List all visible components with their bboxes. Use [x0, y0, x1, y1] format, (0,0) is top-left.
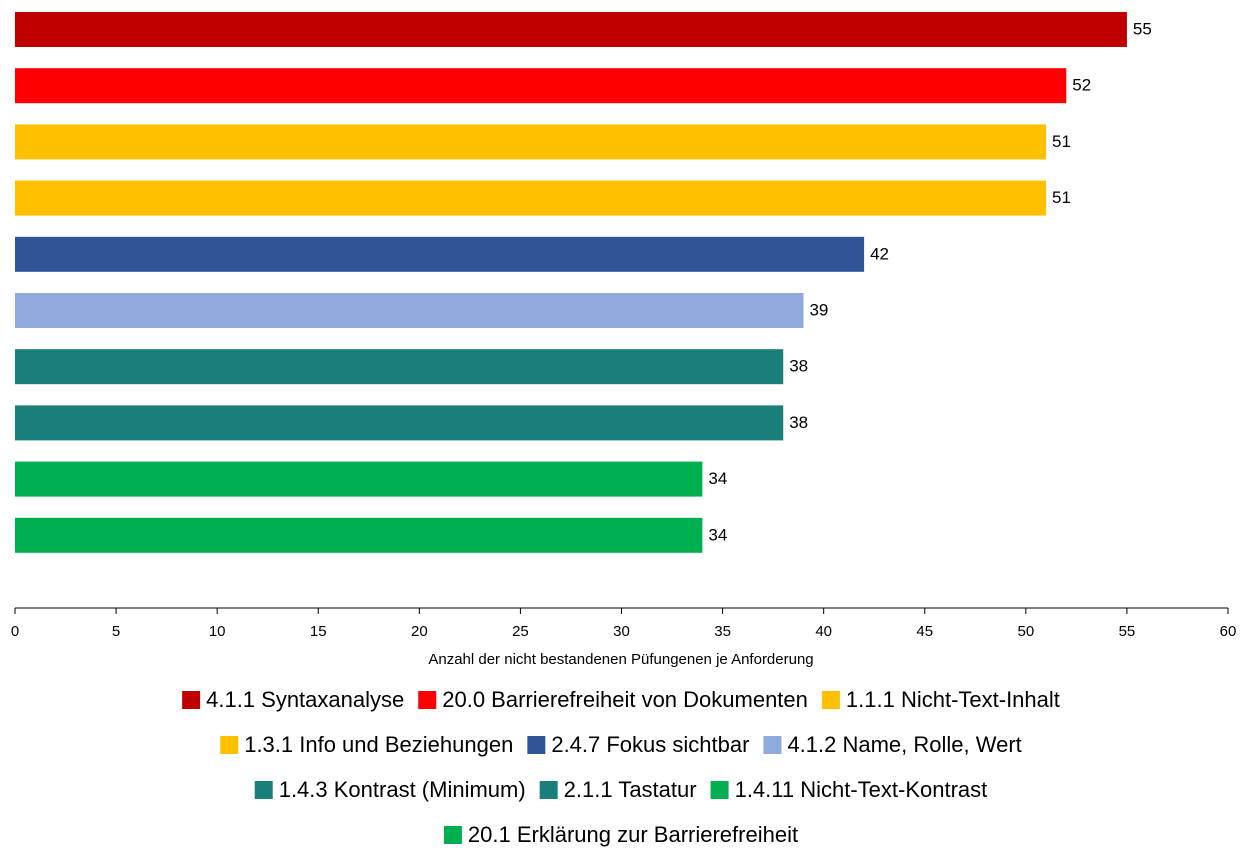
value-label: 51 [1052, 132, 1071, 151]
bar [15, 461, 703, 497]
legend-swatch [418, 691, 437, 709]
x-tick-label: 60 [1220, 623, 1237, 640]
legend-label: 4.1.1 Syntaxanalyse [206, 687, 404, 712]
legend-swatch [527, 736, 546, 754]
x-axis-label: Anzahl der nicht bestandenen Püfungenen … [428, 651, 813, 668]
bar [15, 293, 804, 328]
bar [15, 236, 865, 272]
value-label: 55 [1133, 19, 1152, 38]
bar [15, 405, 784, 441]
legend-label: 4.1.2 Name, Rolle, Wert [787, 732, 1021, 757]
value-label: 34 [708, 469, 727, 488]
legend-swatch [443, 826, 462, 844]
x-tick-label: 0 [11, 623, 19, 640]
legend-swatch [763, 736, 782, 754]
x-tick-label: 30 [613, 623, 630, 640]
x-tick-label: 20 [411, 623, 428, 640]
value-label: 51 [1052, 188, 1071, 207]
legend-label: 20.0 Barrierefreiheit von Dokumenten [442, 687, 808, 712]
x-tick-label: 55 [1119, 623, 1136, 640]
value-label: 38 [789, 357, 808, 376]
legend-swatch [182, 691, 201, 709]
bar [15, 124, 1047, 160]
x-tick-label: 5 [112, 623, 120, 640]
legend-swatch [539, 781, 558, 799]
value-label: 38 [789, 413, 808, 432]
legend-swatch [254, 781, 273, 799]
x-tick-label: 50 [1017, 623, 1034, 640]
legend-swatch [710, 781, 729, 799]
x-tick-label: 10 [209, 623, 226, 640]
legend-label: 2.1.1 Tastatur [564, 777, 697, 802]
x-tick-label: 40 [815, 623, 832, 640]
legend-label: 1.4.3 Kontrast (Minimum) [279, 777, 526, 802]
legend-label: 20.1 Erklärung zur Barrierefreiheit [468, 822, 798, 847]
legend-label: 1.1.1 Nicht-Text-Inhalt [846, 687, 1060, 712]
bar [15, 180, 1047, 216]
value-label: 42 [870, 244, 889, 263]
x-tick-label: 15 [310, 623, 327, 640]
x-tick-label: 45 [916, 623, 933, 640]
value-label: 52 [1072, 76, 1091, 95]
value-label: 39 [809, 300, 828, 319]
legend-label: 1.3.1 Info und Beziehungen [244, 732, 513, 757]
bar [15, 349, 784, 385]
bar [15, 517, 703, 553]
bar [15, 68, 1067, 104]
x-tick-label: 25 [512, 623, 529, 640]
legend-label: 2.4.7 Fokus sichtbar [551, 732, 749, 757]
value-label: 34 [708, 525, 727, 544]
x-tick-label: 35 [714, 623, 731, 640]
legend-swatch [821, 691, 840, 709]
legend-label: 1.4.11 Nicht-Text-Kontrast [735, 777, 988, 802]
bar [15, 12, 1127, 47]
legend-swatch [220, 736, 239, 754]
